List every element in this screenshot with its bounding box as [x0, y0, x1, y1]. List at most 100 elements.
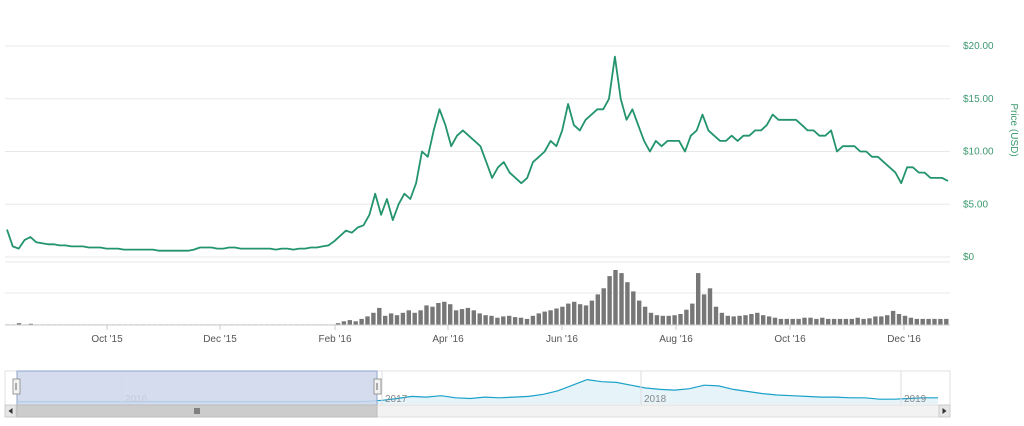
- volume-bar: [837, 318, 843, 325]
- volume-bar: [908, 317, 914, 325]
- volume-bar: [784, 318, 789, 325]
- volume-bar: [471, 310, 476, 325]
- scrollbar-grip-icon: [194, 408, 200, 414]
- volume-bar: [16, 323, 22, 325]
- volume-bar: [335, 323, 341, 325]
- volume-bar: [400, 312, 406, 325]
- volume-bar: [459, 309, 465, 325]
- volume-bar: [707, 288, 713, 325]
- volume-bar: [365, 316, 370, 325]
- volume-bar: [436, 303, 441, 325]
- volume-bar: [424, 305, 429, 325]
- volume-bar: [554, 308, 559, 325]
- volume-bar: [808, 317, 813, 325]
- volume-bar: [560, 306, 565, 325]
- volume-bar: [755, 312, 760, 325]
- volume-bar: [371, 312, 376, 325]
- y-tick-label: $5.00: [963, 199, 988, 210]
- volume-bar: [577, 304, 583, 325]
- volume-bar: [796, 318, 801, 325]
- volume-bar: [926, 318, 931, 325]
- volume-bar: [648, 312, 654, 325]
- volume-bars: [5, 270, 950, 326]
- navigator-year-label: 2018: [644, 394, 667, 405]
- volume-bar: [761, 315, 766, 325]
- volume-bar: [666, 315, 671, 325]
- volume-bar: [353, 321, 358, 325]
- volume-bar: [512, 317, 518, 325]
- volume-bar: [749, 314, 754, 325]
- volume-bar: [778, 318, 784, 325]
- volume-bar: [406, 310, 411, 325]
- volume-bar: [902, 315, 908, 325]
- volume-bar: [743, 315, 748, 325]
- volume-bar: [826, 318, 831, 325]
- x-tick-label: Dec '15: [203, 334, 237, 345]
- volume-bar: [595, 294, 600, 325]
- volume-bar: [938, 318, 943, 325]
- volume-bar: [920, 318, 925, 325]
- volume-bar: [619, 273, 624, 325]
- volume-bar: [601, 288, 606, 325]
- volume-bar: [465, 307, 471, 325]
- y-tick-label: $15.00: [963, 94, 994, 105]
- volume-bar: [849, 318, 854, 325]
- volume-bar: [690, 303, 695, 325]
- volume-bar: [524, 318, 530, 325]
- volume-bar: [701, 294, 707, 325]
- arrow-right-icon: [942, 408, 947, 414]
- y-axis: $0 $5.00 $10.00 $15.00 $20.00: [963, 41, 994, 263]
- volume-bar: [725, 315, 730, 325]
- volume-bar: [684, 309, 689, 325]
- y-tick-label: $0: [963, 252, 975, 263]
- volume-bar: [873, 316, 878, 325]
- arrow-left-icon: [8, 408, 13, 414]
- volume-bar: [377, 307, 382, 325]
- volume-bar: [341, 321, 347, 325]
- volume-bar: [418, 310, 423, 325]
- volume-bar: [359, 318, 364, 325]
- gridlines: [5, 45, 950, 326]
- volume-bar: [660, 315, 665, 325]
- volume-bar: [507, 315, 512, 325]
- volume-bar: [654, 315, 660, 325]
- x-tick-label: Oct '16: [774, 334, 806, 345]
- volume-bar: [501, 316, 506, 325]
- volume-bar: [583, 305, 589, 325]
- x-tick-label: Feb '16: [318, 334, 351, 345]
- volume-bar: [388, 313, 394, 325]
- volume-bar: [589, 300, 595, 325]
- volume-bar: [802, 317, 807, 325]
- volume-bar: [772, 317, 778, 325]
- volume-bar: [766, 316, 772, 325]
- volume-bar: [412, 312, 417, 325]
- volume-bar: [719, 312, 725, 325]
- navigator[interactable]: 2016201720182019: [4, 370, 951, 406]
- volume-bar: [607, 276, 612, 325]
- navigator-selection-mask[interactable]: [16, 370, 378, 406]
- scrollbar[interactable]: [4, 404, 951, 418]
- x-tick-label: Oct '15: [91, 334, 123, 345]
- volume-bar: [442, 301, 447, 325]
- volume-bar: [637, 300, 642, 325]
- volume-bar: [347, 320, 352, 325]
- volume-bar: [28, 323, 33, 325]
- volume-bar: [477, 313, 482, 325]
- volume-bar: [495, 317, 500, 325]
- volume-bar: [855, 317, 860, 325]
- y-tick-label: $20.00: [963, 41, 994, 52]
- x-tick-label: Apr '16: [432, 334, 464, 345]
- volume-bar: [542, 311, 547, 325]
- volume-bar: [867, 318, 872, 325]
- volume-bar: [672, 315, 677, 325]
- volume-bar: [383, 315, 388, 325]
- x-tick-label: Jun '16: [546, 334, 578, 345]
- volume-bar: [518, 317, 524, 325]
- x-tick-label: Aug '16: [659, 334, 693, 345]
- volume-bar: [932, 318, 937, 325]
- volume-bar: [731, 316, 736, 325]
- navigator-year-label: 2017: [385, 394, 408, 405]
- volume-bar: [678, 314, 683, 325]
- navigator-year-label: 2019: [904, 394, 927, 405]
